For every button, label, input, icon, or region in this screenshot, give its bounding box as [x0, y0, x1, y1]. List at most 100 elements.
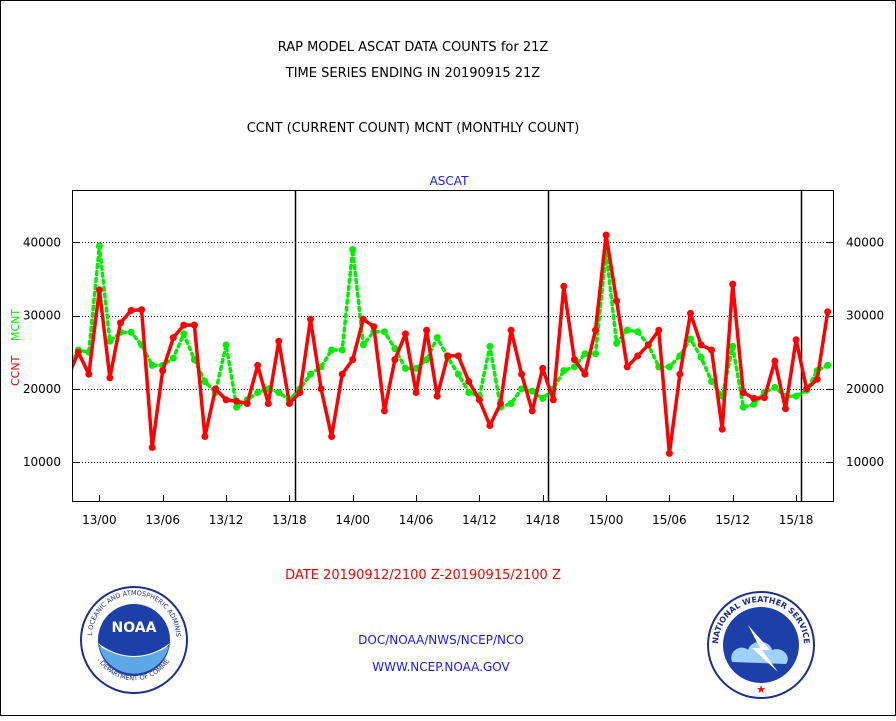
data-point-ccnt	[813, 375, 821, 383]
x-tick-label: 15/12	[715, 513, 750, 527]
data-point-ccnt	[138, 306, 146, 314]
noaa-wordmark: NOAA	[112, 620, 157, 636]
data-point-ccnt	[518, 370, 526, 378]
data-point-ccnt	[349, 356, 357, 364]
noaa-lower-sky	[99, 646, 169, 674]
data-point-mcnt	[824, 361, 832, 369]
data-point-mcnt	[486, 342, 494, 350]
data-point-mcnt	[592, 350, 599, 358]
data-point-ccnt	[391, 356, 399, 364]
data-point-ccnt	[729, 280, 737, 288]
data-point-ccnt	[85, 370, 93, 378]
data-point-ccnt	[423, 326, 431, 334]
data-point-mcnt	[402, 364, 409, 372]
data-point-ccnt	[444, 352, 452, 360]
data-point-mcnt	[275, 389, 283, 396]
data-point-mcnt	[539, 394, 547, 402]
y-tick-label-left: 20000	[23, 382, 61, 396]
nws-logo: NATIONAL WEATHER SERVICE ★	[707, 591, 815, 699]
data-point-mcnt	[465, 389, 473, 396]
data-point-ccnt	[95, 286, 103, 294]
data-point-ccnt	[201, 433, 209, 440]
y-tick-label-left: 40000	[23, 235, 61, 249]
data-point-mcnt	[307, 370, 314, 378]
data-point-mcnt	[697, 353, 705, 361]
title-line-3: CCNT (CURRENT COUNT) MCNT (MONTHLY COUNT…	[247, 121, 580, 136]
data-point-ccnt	[718, 425, 726, 433]
data-point-mcnt	[349, 246, 357, 254]
data-point-mcnt	[507, 400, 515, 407]
data-point-mcnt	[792, 392, 800, 400]
data-point-ccnt	[739, 389, 747, 396]
data-point-ccnt	[370, 323, 378, 331]
data-point-mcnt	[771, 383, 779, 391]
data-point-mcnt	[412, 364, 420, 372]
x-tick-label: 15/18	[779, 513, 814, 527]
data-point-mcnt	[528, 387, 536, 395]
data-point-mcnt	[570, 363, 578, 371]
data-point-ccnt	[465, 378, 473, 385]
data-point-mcnt	[623, 326, 631, 334]
data-point-mcnt	[581, 350, 589, 358]
url-label: WWW.NCEP.NOAA.GOV	[372, 660, 510, 674]
data-point-mcnt	[222, 341, 230, 349]
x-tick-label: 13/18	[272, 513, 307, 527]
x-tick-label: 13/06	[145, 513, 180, 527]
data-point-mcnt	[201, 378, 209, 385]
data-point-ccnt	[528, 407, 536, 415]
data-point-mcnt	[391, 345, 399, 353]
data-point-ccnt	[359, 315, 367, 323]
data-point-ccnt	[117, 319, 124, 327]
data-point-ccnt	[623, 363, 631, 371]
data-point-ccnt	[655, 326, 663, 334]
data-point-ccnt	[328, 433, 336, 440]
data-point-ccnt	[222, 396, 230, 404]
data-point-ccnt	[169, 334, 177, 342]
data-point-ccnt	[560, 282, 568, 290]
x-tick-label: 13/12	[209, 513, 244, 527]
x-tick-label: 13/00	[82, 513, 117, 527]
data-point-mcnt	[560, 367, 568, 375]
data-point-mcnt	[254, 389, 262, 396]
data-point-mcnt	[148, 361, 156, 369]
data-point-mcnt	[665, 363, 673, 371]
data-point-ccnt	[433, 392, 441, 400]
data-point-mcnt	[518, 385, 526, 393]
y-tick-label-right: 10000	[846, 455, 884, 469]
data-point-mcnt	[338, 346, 346, 354]
nws-star-icon: ★	[756, 683, 766, 696]
data-point-mcnt	[433, 334, 441, 342]
data-point-ccnt	[824, 308, 832, 316]
series-ccnt	[73, 231, 832, 457]
data-point-ccnt	[190, 321, 198, 329]
data-point-ccnt	[148, 444, 156, 451]
data-point-ccnt	[644, 341, 652, 349]
data-point-ccnt	[254, 361, 262, 369]
data-point-ccnt	[486, 422, 494, 429]
y-tick-labels: 10000 10000 20000 20000 30000 30000 40000 40000	[23, 235, 884, 469]
data-point-ccnt	[454, 352, 462, 360]
data-point-ccnt	[380, 407, 388, 415]
data-point-ccnt	[307, 315, 314, 323]
org-label: DOC/NOAA/NWS/NCEP/NCO	[358, 633, 524, 647]
date-range-label: DATE 20190912/2100 Z-20190915/2100 Z	[285, 568, 561, 583]
data-point-ccnt	[665, 449, 673, 457]
data-point-ccnt	[782, 405, 789, 413]
data-point-mcnt	[423, 356, 431, 364]
data-point-mcnt	[169, 354, 177, 362]
y-label-mcnt: MCNT	[9, 309, 22, 341]
data-point-ccnt	[497, 400, 504, 407]
data-point-ccnt	[697, 341, 705, 349]
data-point-mcnt	[127, 328, 135, 336]
data-point-ccnt	[687, 309, 694, 317]
title-line-2: TIME SERIES ENDING IN 20190915 21Z	[285, 66, 541, 81]
data-point-mcnt	[729, 342, 737, 350]
data-point-ccnt	[549, 396, 557, 404]
data-point-ccnt	[127, 307, 135, 314]
data-point-mcnt	[95, 242, 103, 250]
x-tick-label: 14/18	[525, 513, 560, 527]
data-point-ccnt	[602, 231, 610, 239]
data-point-ccnt	[402, 330, 409, 338]
x-tick-label: 14/00	[335, 513, 370, 527]
